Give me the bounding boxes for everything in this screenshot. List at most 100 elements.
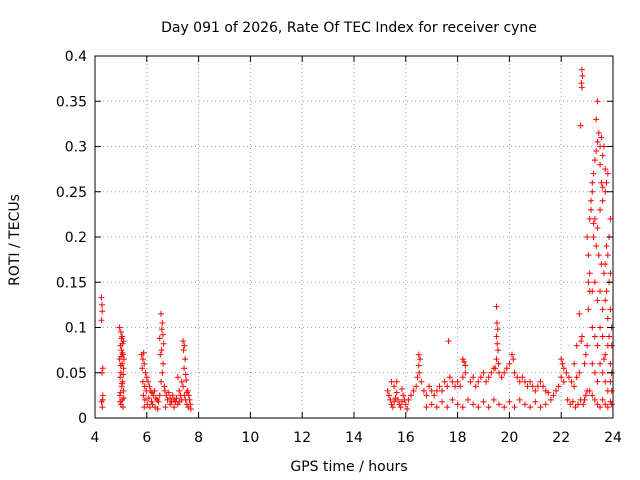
data-point xyxy=(158,326,165,333)
x-tick-label: 24 xyxy=(604,430,622,446)
data-point xyxy=(555,383,562,390)
data-point xyxy=(167,395,174,402)
data-point xyxy=(595,129,602,136)
data-point xyxy=(603,179,610,186)
data-point xyxy=(493,319,500,326)
data-point xyxy=(385,392,392,399)
data-point xyxy=(98,301,105,308)
data-point xyxy=(117,362,124,369)
y-axis: 0 0.05 0.1 0.15 0.2 0.25 0.3 0.35 0.4 xyxy=(56,49,613,427)
data-point xyxy=(148,398,155,405)
data-point xyxy=(587,197,594,204)
data-point xyxy=(420,387,427,394)
data-point xyxy=(119,404,126,411)
data-point xyxy=(558,356,565,363)
data-point xyxy=(99,396,106,403)
data-point xyxy=(602,261,609,268)
data-point xyxy=(393,378,400,385)
data-point xyxy=(174,374,181,381)
data-point xyxy=(145,378,152,385)
data-point xyxy=(540,383,547,390)
data-point xyxy=(593,148,600,155)
y-tick-label: 0.2 xyxy=(65,230,87,246)
data-point xyxy=(439,387,446,394)
data-point xyxy=(459,374,466,381)
data-point xyxy=(594,98,601,105)
data-point xyxy=(388,401,395,408)
data-point xyxy=(589,360,596,367)
data-point xyxy=(174,401,181,408)
data-point xyxy=(589,288,596,295)
data-point xyxy=(521,378,528,385)
data-point xyxy=(591,396,598,403)
data-point xyxy=(117,398,124,405)
data-point xyxy=(493,356,500,363)
y-tick-label: 0.05 xyxy=(56,366,87,382)
data-point xyxy=(449,396,456,403)
data-point xyxy=(572,404,579,411)
chart-title: Day 091 of 2026, Rate Of TEC Index for r… xyxy=(161,20,537,36)
data-point xyxy=(578,338,585,345)
data-point xyxy=(143,374,150,381)
data-point xyxy=(117,389,124,396)
data-point xyxy=(590,234,597,240)
data-point xyxy=(594,342,601,349)
data-point xyxy=(160,340,167,347)
data-point xyxy=(597,360,604,367)
data-point xyxy=(436,383,443,390)
x-axis: 4 6 8 10 12 14 16 18 20 22 24 xyxy=(91,56,622,446)
data-point xyxy=(176,398,183,405)
data-point xyxy=(581,360,588,367)
data-point xyxy=(428,387,435,394)
data-point xyxy=(121,356,128,363)
data-point xyxy=(480,369,487,376)
data-point xyxy=(527,378,534,385)
data-point xyxy=(173,395,180,402)
data-point xyxy=(564,396,571,403)
data-point xyxy=(180,338,187,345)
data-point xyxy=(602,351,609,358)
data-point xyxy=(404,405,411,412)
y-tick-label: 0.3 xyxy=(65,140,87,156)
data-point xyxy=(558,374,565,381)
data-point xyxy=(467,378,474,385)
data-point xyxy=(602,166,609,173)
data-point xyxy=(594,224,601,231)
data-point xyxy=(602,401,609,408)
data-point xyxy=(389,404,396,411)
data-point xyxy=(591,157,598,164)
data-point xyxy=(178,378,185,385)
data-point xyxy=(146,404,153,411)
data-point xyxy=(591,215,598,222)
y-tick-label: 0.1 xyxy=(65,321,87,337)
data-point xyxy=(464,396,471,403)
data-point xyxy=(119,340,126,347)
data-point xyxy=(529,383,536,390)
data-point xyxy=(578,84,585,91)
data-point xyxy=(590,170,597,177)
data-point xyxy=(585,252,592,259)
data-point xyxy=(516,396,523,403)
data-point xyxy=(483,378,490,385)
data-point xyxy=(118,347,125,354)
data-point xyxy=(516,378,523,385)
y-tick-label: 0.25 xyxy=(56,185,87,201)
data-point xyxy=(158,378,165,385)
data-point xyxy=(571,360,578,367)
data-point xyxy=(597,161,604,168)
data-point xyxy=(578,333,585,340)
data-point xyxy=(595,252,602,259)
data-point xyxy=(457,383,464,390)
data-point xyxy=(155,398,162,405)
data-point xyxy=(444,404,451,411)
data-point xyxy=(608,342,615,349)
data-point xyxy=(397,404,404,411)
data-point xyxy=(141,404,148,411)
data-point xyxy=(550,392,557,399)
data-point xyxy=(99,365,106,372)
data-point xyxy=(472,383,479,390)
data-point xyxy=(395,396,402,403)
data-point xyxy=(120,365,127,372)
x-tick-label: 16 xyxy=(397,430,415,446)
